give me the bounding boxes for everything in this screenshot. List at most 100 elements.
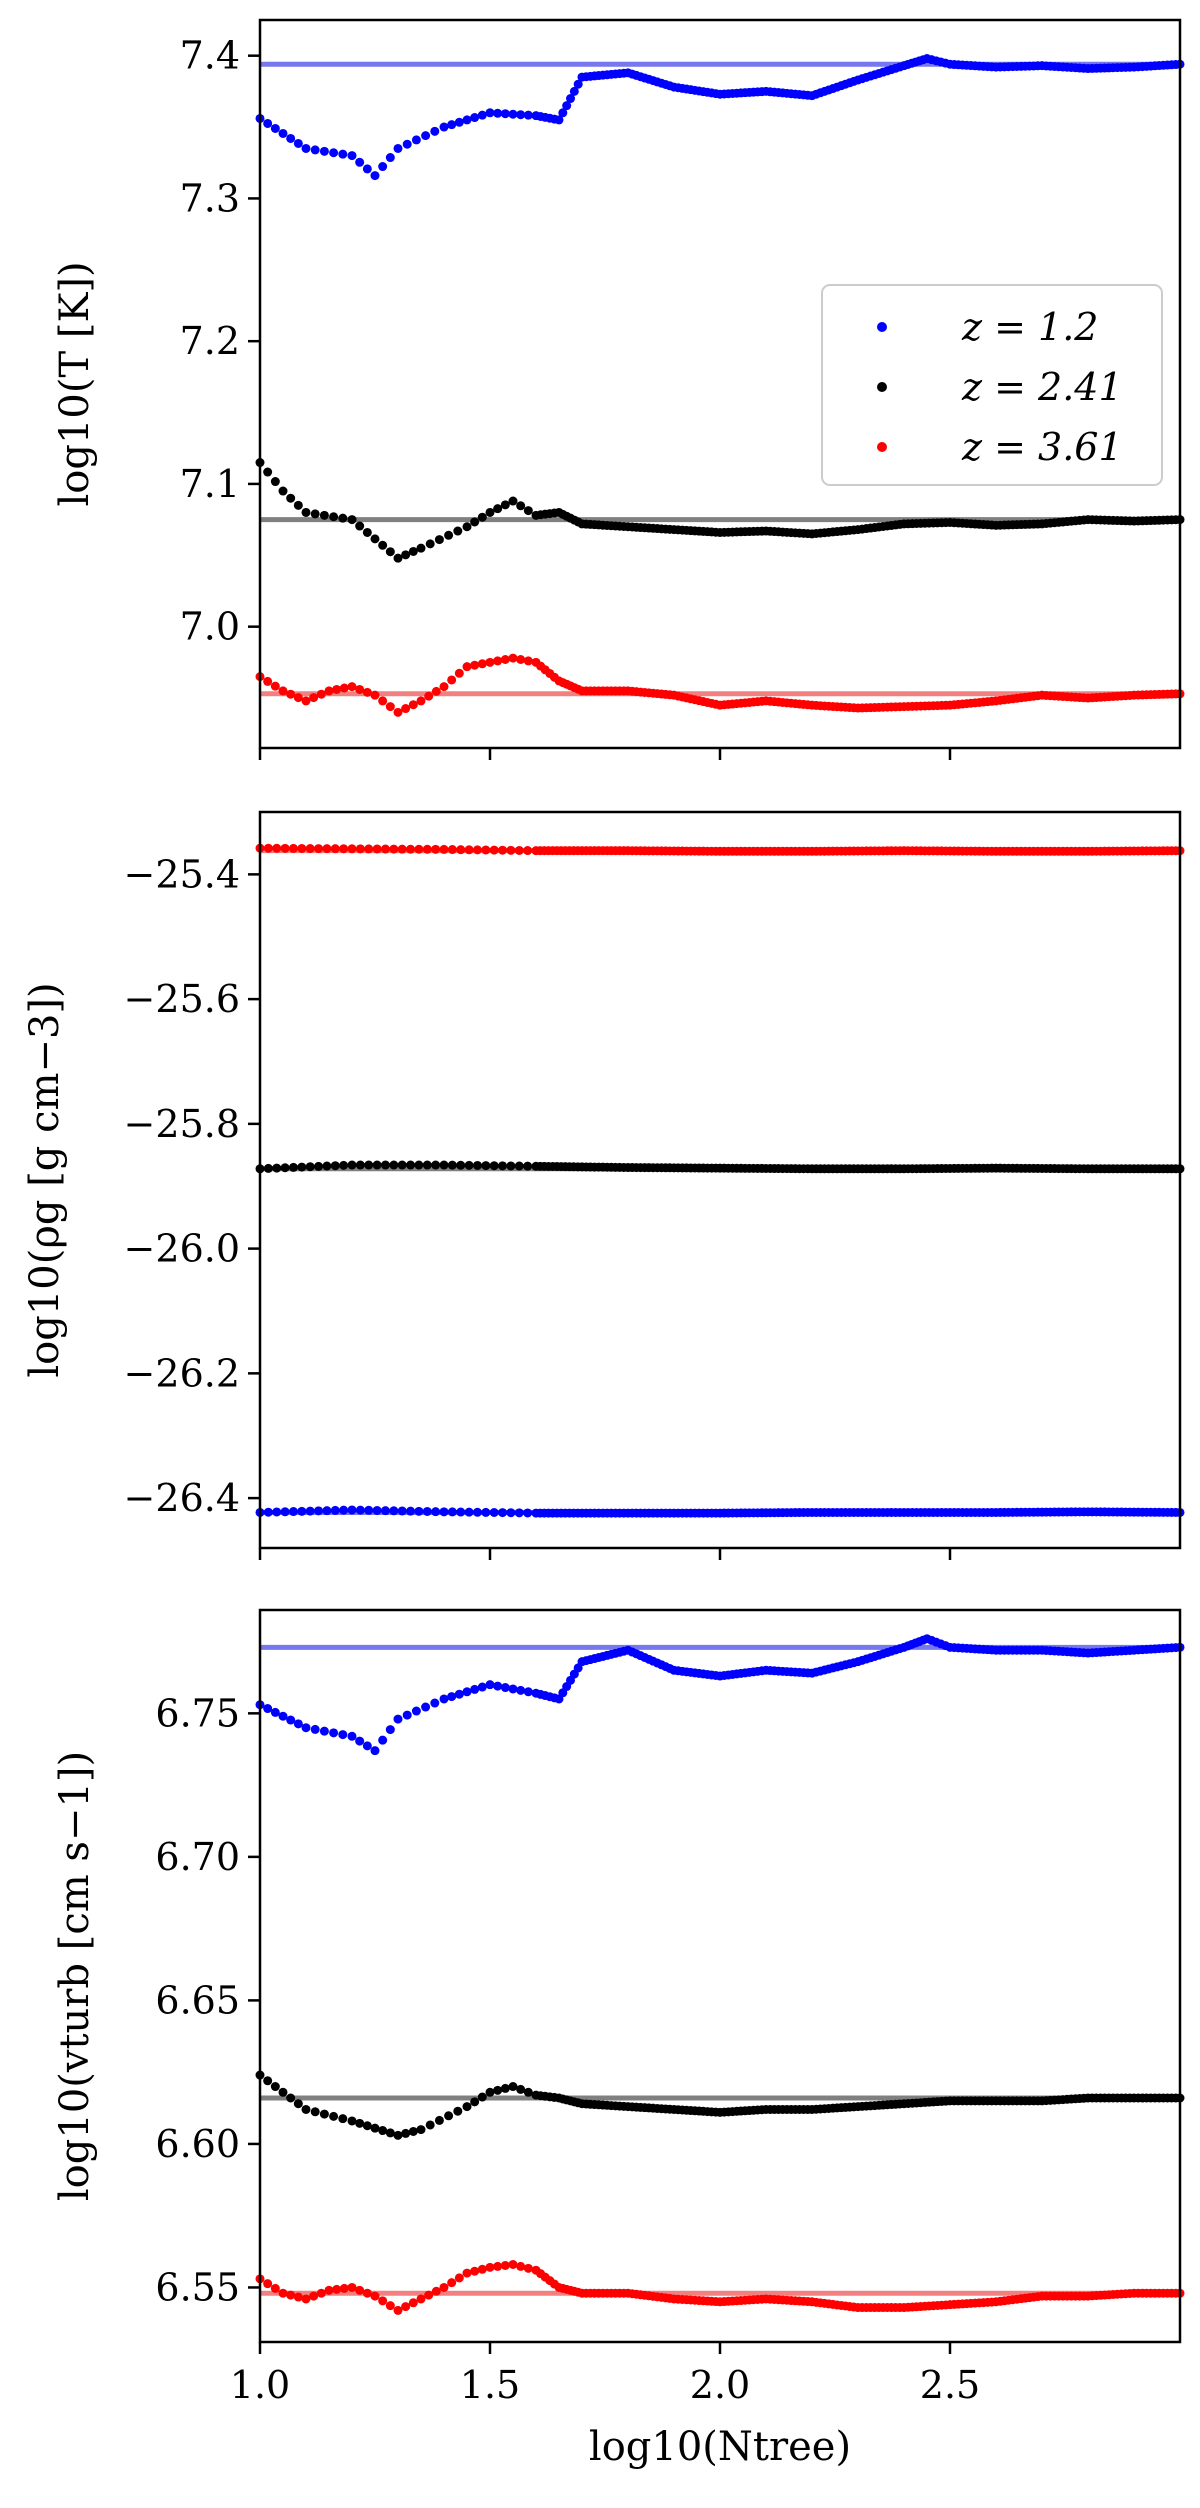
legend-marker [877,382,887,392]
data-point [310,509,320,519]
y-tick-label: 6.55 [155,2265,240,2309]
data-point [481,1507,491,1517]
data-point [477,2092,487,2102]
data-point [314,1506,324,1516]
data-point [439,2282,449,2292]
data-point [456,1160,466,1170]
y-tick-label: 6.75 [155,1691,240,1735]
data-point [414,1160,424,1170]
data-point [462,115,472,125]
data-point [447,845,457,855]
data-point [493,1681,503,1691]
data-point [447,675,457,685]
data-point [558,108,568,118]
data-point [297,1506,307,1516]
data-point [416,2125,426,2135]
data-point [355,521,365,531]
data-point [286,1715,296,1725]
data-point [508,2082,518,2092]
data-point [472,1507,482,1517]
data-point [523,1508,533,1518]
data-point [370,171,380,181]
panel-3: 1.0 1.5 2.0 2.5 6.55 6.60 6.65 6.70 6.75 log10(vt… [52,1608,1185,2470]
data-point [286,2093,296,2103]
data-point [493,2085,503,2095]
data-point [338,149,348,159]
data-point [393,143,403,153]
data-point [425,2120,435,2130]
data-point [485,657,495,667]
series-3-3 [255,2259,1185,2315]
data-point [338,2114,348,2124]
data-point [416,2294,426,2304]
data-point [280,843,290,853]
data-point [263,676,273,686]
data-point [355,157,365,167]
data-point [523,110,533,120]
data-point [385,2301,395,2311]
data-point [301,143,311,153]
data-point [401,2302,411,2312]
series-3-2 [255,2070,1185,2140]
data-point [421,1702,431,1712]
data-point [263,1704,273,1714]
series-1-1 [255,54,1185,181]
data-point [411,135,421,145]
legend-label: z = 3.61 [961,425,1123,469]
data-point [309,2291,319,2301]
data-point [362,527,372,537]
data-point [408,2126,418,2136]
data-point [506,845,516,855]
data-point [523,506,533,516]
data-point [272,1507,282,1517]
data-point [362,164,372,174]
data-point [332,2284,342,2294]
data-point [516,2084,526,2094]
data-point [444,530,454,540]
data-point [500,2260,510,2270]
y-tick-label: −26.0 [124,1227,240,1271]
data-point [514,1508,524,1518]
data-point [301,1723,311,1733]
data-point [270,681,280,691]
data-point [324,686,334,696]
data-point [329,512,339,522]
data-point [263,843,273,853]
data-point [516,110,526,120]
data-point [439,1507,449,1517]
data-point [424,2290,434,2300]
data-point [364,1505,374,1515]
data-point [329,1728,339,1738]
data-point [414,1506,424,1516]
data-point [362,2121,372,2131]
data-point [500,500,510,510]
data-point [485,507,495,517]
data-point [310,145,320,155]
legend-entry: z = 1.2 [877,305,1098,349]
data-point [453,2106,463,2116]
data-point [393,2305,403,2315]
data-point [280,1507,290,1517]
data-point [516,2261,526,2271]
y-axis-title: log10(T [K]) [52,261,98,506]
data-point [329,148,339,158]
legend-label: z = 2.41 [961,365,1123,409]
data-point [489,845,499,855]
y-tick-label: 6.65 [155,1978,240,2022]
data-point [523,1687,533,1697]
data-point [523,2263,533,2273]
series-3-1 [255,1634,1185,1756]
data-point [380,844,390,854]
data-point [453,526,463,536]
y-tick-label: 7.0 [180,605,240,649]
data-point [493,108,503,118]
data-point [319,510,329,520]
data-point [263,1507,273,1517]
data-point [422,1506,432,1516]
data-point [332,684,342,694]
data-point [385,153,395,163]
data-point [278,686,288,696]
data-point [439,1160,449,1170]
data-point [500,2083,510,2093]
data-point [355,844,365,854]
